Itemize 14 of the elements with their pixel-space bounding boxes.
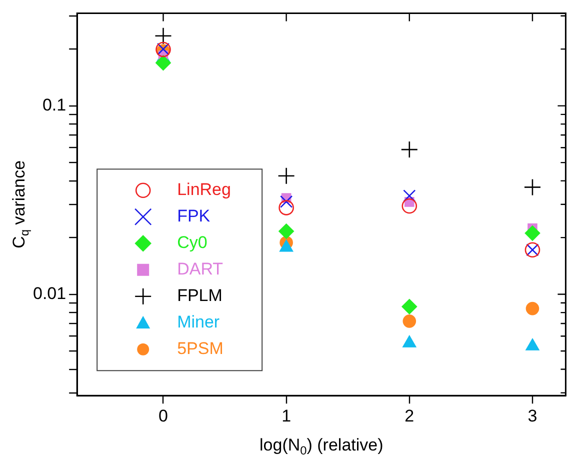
legend-label: FPK bbox=[177, 206, 211, 226]
legend-label: 5PSM bbox=[177, 339, 224, 358]
y-axis-title: Cq variance bbox=[10, 160, 32, 248]
legend-label: LinReg bbox=[177, 180, 231, 200]
x-tick-label: 2 bbox=[404, 406, 414, 426]
legend-label: Cy0 bbox=[177, 233, 208, 252]
y-tick-label: 0.01 bbox=[32, 284, 66, 303]
legend-label: DART bbox=[177, 260, 224, 279]
x-tick-label: 0 bbox=[158, 406, 168, 426]
x-tick-label: 3 bbox=[528, 406, 538, 426]
y-tick-label: 0.1 bbox=[42, 95, 66, 114]
legend-label: Miner bbox=[177, 312, 220, 332]
legend-label: FPLM bbox=[177, 286, 222, 306]
x-tick-label: 1 bbox=[282, 406, 292, 426]
